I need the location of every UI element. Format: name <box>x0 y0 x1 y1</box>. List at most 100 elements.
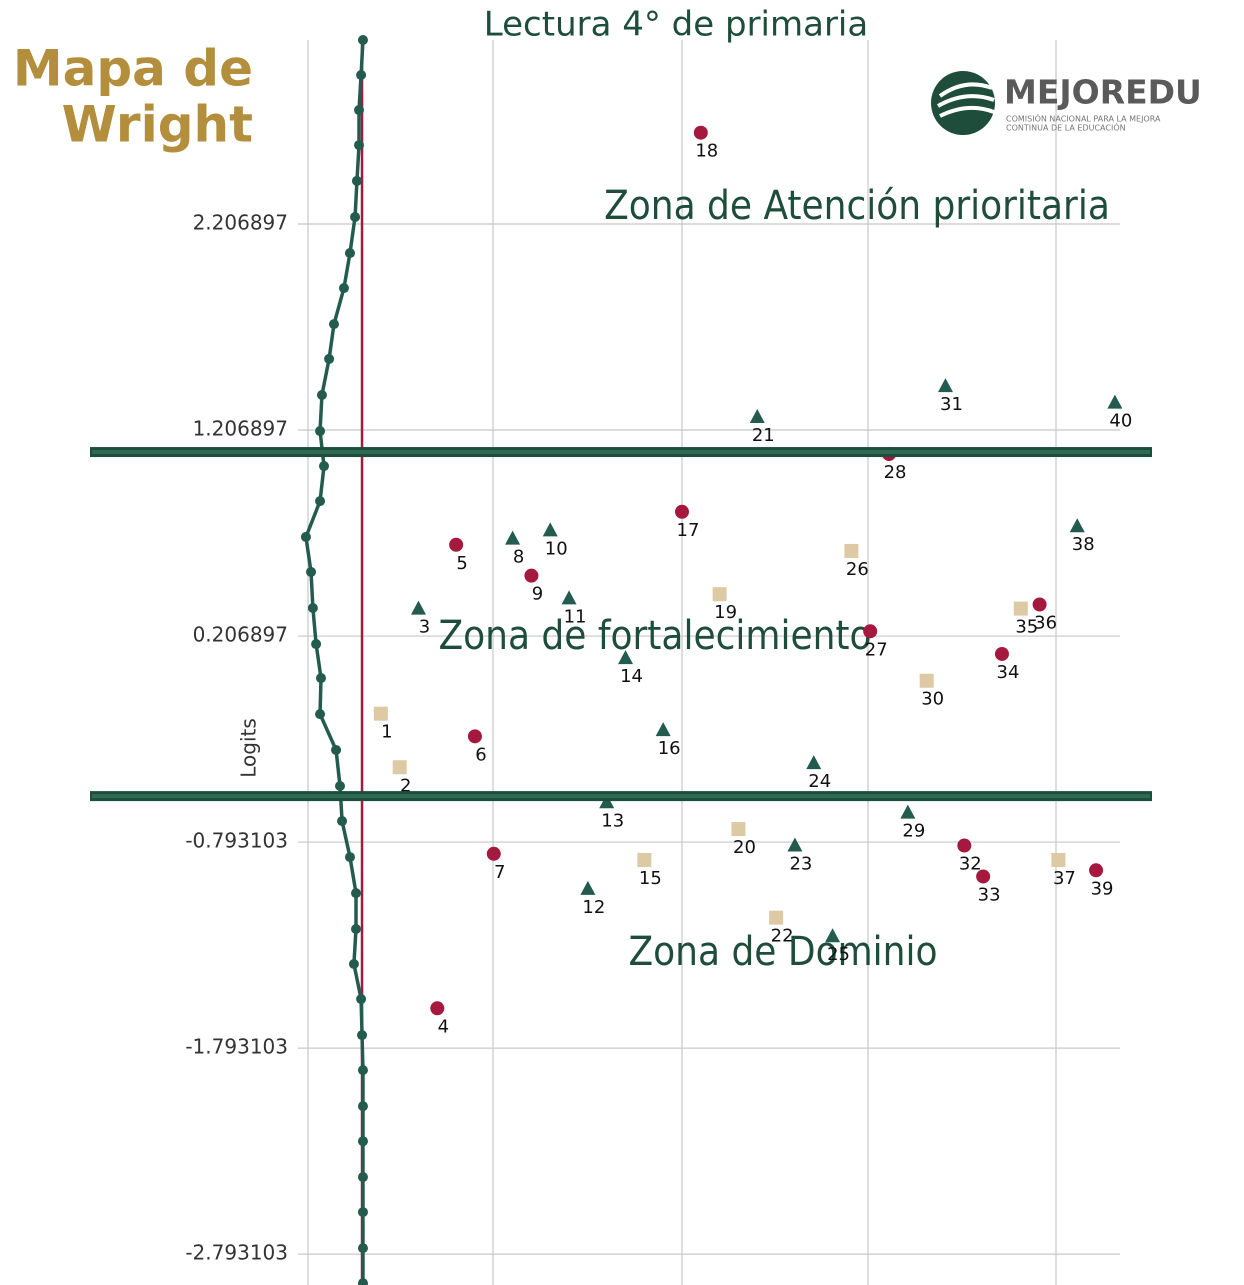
item-label: 25 <box>827 944 850 965</box>
y-tick-label: -1.793103 <box>185 1035 288 1059</box>
person-point <box>337 816 348 827</box>
item-point <box>693 125 708 140</box>
item-point <box>561 590 577 605</box>
person-point <box>351 175 362 186</box>
item-point <box>1032 597 1047 612</box>
person-line <box>304 39 365 1284</box>
item-point <box>486 846 501 861</box>
person-point <box>351 888 362 899</box>
item-point <box>1051 852 1066 867</box>
side-title: Wright <box>62 96 253 154</box>
item-point <box>994 646 1009 661</box>
item-label: 24 <box>808 771 831 792</box>
y-tick-label: -0.793103 <box>185 829 288 853</box>
item-point <box>825 928 841 943</box>
item-point <box>844 543 859 558</box>
item-point <box>900 804 916 819</box>
item-label: 15 <box>639 868 662 889</box>
item-label: 23 <box>789 854 812 875</box>
person-point <box>324 353 335 364</box>
logo-subtitle: COMISIÓN NACIONAL PARA LA MEJORA <box>1006 113 1161 124</box>
item-label: 18 <box>695 141 718 162</box>
person-point <box>356 994 367 1005</box>
person-point <box>357 1207 368 1218</box>
logo-name: MEJOREDU <box>1004 73 1202 112</box>
item-label: 26 <box>846 559 869 580</box>
item-label: 17 <box>677 520 700 541</box>
person-point <box>354 105 365 116</box>
item-label: 27 <box>865 639 888 660</box>
person-point <box>307 603 318 614</box>
item-point <box>957 838 972 853</box>
item-point <box>976 869 991 884</box>
person-point <box>344 248 355 259</box>
item-label: 8 <box>513 547 524 568</box>
item-label: 19 <box>714 602 737 623</box>
item-point <box>449 537 464 552</box>
person-point <box>357 35 368 45</box>
zone-annotation: Zona de Atención prioritaria <box>604 183 1110 229</box>
item-label: 4 <box>438 1016 449 1037</box>
item-point <box>712 587 727 602</box>
item-label: 22 <box>771 926 794 947</box>
item-label: 5 <box>456 553 467 574</box>
person-point <box>357 1065 368 1076</box>
person-point <box>344 852 355 863</box>
y-tick-label: -2.793103 <box>185 1241 288 1265</box>
item-label: 35 <box>1015 617 1038 638</box>
item-label: 12 <box>582 897 605 918</box>
item-label: 21 <box>752 425 775 446</box>
item-label: 34 <box>997 662 1020 683</box>
item-point <box>542 522 558 537</box>
item-label: 6 <box>475 744 486 765</box>
person-point <box>351 923 362 934</box>
person-point <box>335 781 346 792</box>
item-point <box>863 624 878 639</box>
item-point <box>430 1001 445 1016</box>
person-point <box>357 1101 368 1112</box>
item-point <box>618 650 634 665</box>
item-point <box>674 504 689 519</box>
logo: MEJOREDU COMISIÓN NACIONAL PARA LA MEJOR… <box>931 71 1202 135</box>
item-point <box>806 755 822 770</box>
item-label: 14 <box>620 666 643 687</box>
item-point <box>769 910 784 925</box>
person-point <box>315 673 326 684</box>
item-point <box>937 378 953 393</box>
item-label: 39 <box>1091 878 1114 899</box>
person-point <box>357 1136 368 1147</box>
item-point <box>731 822 746 837</box>
y-axis-label: Logits <box>237 718 261 778</box>
side-title: Mapa de <box>13 40 253 98</box>
item-label: 10 <box>545 538 568 559</box>
item-point <box>655 722 671 737</box>
zone-annotation: Zona de Dominio <box>629 929 938 975</box>
y-tick-label: 0.206897 <box>193 623 288 647</box>
person-point <box>311 639 322 650</box>
item-label: 33 <box>978 884 1001 905</box>
item-point <box>373 706 388 721</box>
item-point <box>1089 863 1104 878</box>
y-tick-label: 2.206897 <box>193 211 288 235</box>
person-point <box>315 709 326 720</box>
logo-emblem <box>931 71 995 135</box>
person-point <box>300 531 311 542</box>
item-label: 36 <box>1034 613 1057 634</box>
item-label: 1 <box>381 722 392 743</box>
item-point <box>392 760 407 775</box>
logo-stripes <box>937 82 995 118</box>
item-label: 37 <box>1053 868 1076 889</box>
item-point <box>637 852 652 867</box>
item-point <box>1013 601 1028 616</box>
item-label: 32 <box>959 854 982 875</box>
person-point <box>315 426 326 437</box>
item-point <box>599 794 615 809</box>
item-point <box>1107 394 1123 409</box>
person-point <box>357 1243 368 1254</box>
person-point <box>357 1030 368 1041</box>
item-label: 7 <box>494 862 505 883</box>
person-point <box>348 959 359 970</box>
item-label: 20 <box>733 837 756 858</box>
